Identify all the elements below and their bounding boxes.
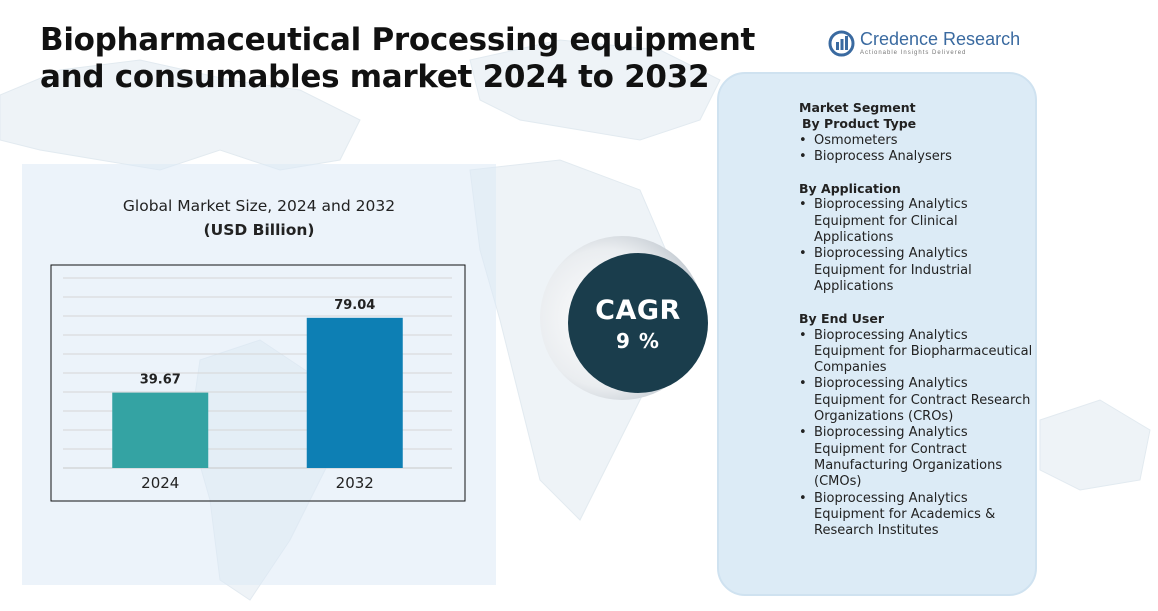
segment-group-title: By Application — [799, 181, 901, 197]
segment-item: Bioprocessing Analytics Equipment for Cl… — [799, 197, 1035, 246]
chart-panel — [22, 164, 496, 585]
cagr-ring — [540, 236, 708, 400]
segment-item: Bioprocessing Analytics Equipment for Ac… — [799, 491, 1035, 540]
logo-name: Credence Research — [860, 29, 1021, 49]
segment-group-title: By End User — [799, 311, 884, 327]
cagr-badge: CAGR 9 % — [540, 226, 720, 406]
segment-group-title: By Product Type — [802, 116, 917, 132]
cagr-label: CAGR — [595, 295, 681, 326]
logo-tagline: Actionable Insights Delivered — [860, 50, 967, 56]
market-segment-content: Market Segment By Product Type Osmometer… — [799, 100, 1035, 555]
chart-unit: (USD Billion) — [203, 221, 315, 239]
segment-group-end-user: By End User Bioprocessing Analytics Equi… — [799, 311, 1035, 539]
segment-item: Bioprocessing Analytics Equipment for Bi… — [799, 328, 1035, 377]
brand-logo: Credence Research Actionable Insights De… — [828, 29, 1020, 57]
bar-2032 — [306, 317, 403, 468]
segment-item: Bioprocessing Analytics Equipment for Co… — [799, 425, 1035, 490]
x-tick-label-2024: 2024 — [141, 474, 179, 492]
segment-heading: Market Segment — [799, 100, 916, 115]
logo-icon — [828, 30, 855, 56]
cagr-circle — [568, 253, 708, 393]
x-tick-label-2032: 2032 — [336, 474, 374, 492]
data-label-2024: 39.67 — [140, 373, 181, 388]
plot-frame — [50, 264, 466, 502]
segment-item: Bioprocessing Analytics Equipment for Co… — [799, 376, 1035, 425]
bar-2024 — [112, 392, 209, 468]
segment-group-product-type: By Product Type Osmometers Bioprocess An… — [799, 116, 1035, 165]
page-title: Biopharmaceutical Processing equipment a… — [40, 22, 756, 95]
segment-group-application: By Application Bioprocessing Analytics E… — [799, 181, 1035, 295]
chart-title: Global Market Size, 2024 and 2032 — [122, 197, 396, 215]
segment-item: Bioprocessing Analytics Equipment for In… — [799, 246, 1035, 295]
chart-heading: Global Market Size, 2024 and 2032 (USD B… — [22, 194, 496, 242]
cagr-value: 9 % — [616, 329, 660, 353]
segment-item: Bioprocess Analysers — [799, 149, 1035, 166]
data-label-2032: 79.04 — [334, 298, 375, 313]
segment-item: Osmometers — [799, 133, 1035, 150]
